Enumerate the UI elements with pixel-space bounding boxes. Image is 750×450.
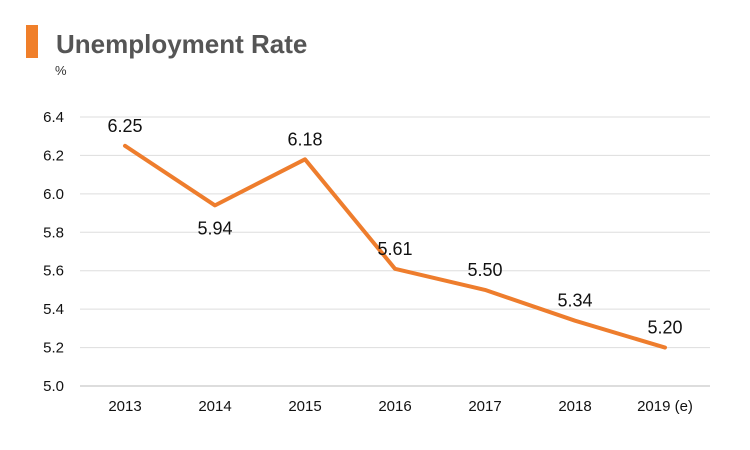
y-axis-ticks: 5.0 5.2 5.4 5.6 5.8 6.0 6.2 6.4	[43, 109, 64, 395]
data-label: 6.18	[287, 129, 322, 149]
data-label: 5.20	[647, 318, 682, 338]
data-label: 6.25	[107, 116, 142, 136]
x-tick-label: 2016	[378, 398, 411, 415]
y-axis-unit-label: %	[55, 63, 67, 78]
chart-title: Unemployment Rate	[56, 29, 308, 59]
y-tick-label: 6.2	[43, 147, 64, 164]
y-tick-label: 5.2	[43, 340, 64, 357]
y-tick-label: 6.4	[43, 109, 64, 126]
x-tick-label: 2015	[288, 398, 321, 415]
x-tick-label: 2018	[558, 398, 591, 415]
x-axis-ticks: 2013 2014 2015 2016 2017 2018 2019 (e)	[108, 398, 693, 415]
x-tick-label: 2017	[468, 398, 501, 415]
y-tick-label: 5.8	[43, 224, 64, 241]
data-label: 5.50	[467, 260, 502, 280]
y-tick-label: 6.0	[43, 186, 64, 203]
y-tick-label: 5.6	[43, 263, 64, 280]
data-labels: 6.25 5.94 6.18 5.61 5.50 5.34 5.20	[107, 116, 682, 338]
x-tick-label: 2013	[108, 398, 141, 415]
y-tick-label: 5.0	[43, 378, 64, 395]
series-lines	[123, 143, 667, 350]
title-accent-bar	[26, 25, 38, 58]
series-line	[123, 143, 667, 350]
x-tick-label: 2019 (e)	[637, 398, 693, 415]
data-label: 5.61	[377, 239, 412, 259]
x-tick-label: 2014	[198, 398, 231, 415]
y-tick-label: 5.4	[43, 301, 64, 318]
data-label: 5.34	[557, 291, 592, 311]
data-label: 5.94	[197, 218, 232, 238]
